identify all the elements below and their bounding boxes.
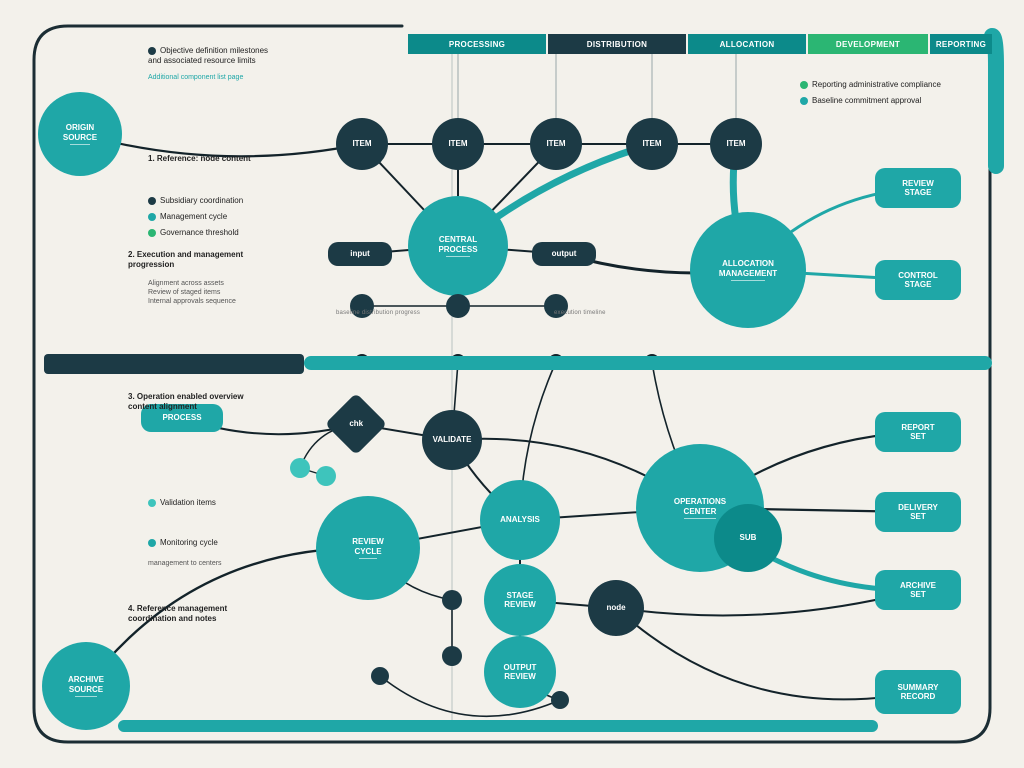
n-h4-label: ITEM [642,139,661,148]
n-right-a: REPORTSET [875,412,961,452]
n-right-d-label: SUMMARYRECORD [897,683,938,701]
lg-top-2: Additional component list page [148,74,243,83]
lg-side-title: 1. Reference: node content [148,154,251,164]
n-right-b: DELIVERYSET [875,492,961,532]
n-h2-label: ITEM [448,139,467,148]
n-center-r-label: output [552,249,577,258]
tab-2: DISTRIBUTION [548,34,686,54]
tab-3: ALLOCATION [688,34,806,54]
n-right-c: ARCHIVESET [875,570,961,610]
n-right-big: ALLOCATIONMANAGEMENT [690,212,806,328]
n-diamond: chk [325,393,387,455]
n-diamond-label: chk [349,419,363,428]
n-col-dot1 [442,590,462,610]
bar-bottom [118,720,878,732]
lg-dot-a: Validation items [148,498,216,508]
lg-right-2: Baseline commitment approval [800,96,921,106]
n-center-l-label: input [350,249,370,258]
n-right-b-label: DELIVERYSET [898,503,938,521]
n-wave-dotL [371,667,389,685]
edge [616,590,918,615]
n-right-mid: CONTROLSTAGE [875,260,961,300]
n-big-m: ANALYSIS [480,480,560,560]
n-big-l-label: REVIEWCYCLE [352,537,384,558]
n-origin-label: ORIGINSOURCE [63,123,97,144]
lg-top-1: Objective definition milestonesand assoc… [148,46,268,66]
n-mid-node-label: VALIDATE [433,435,472,444]
edge [616,608,918,699]
n-center-label: CENTRALPROCESS [438,235,477,256]
n-right-d: SUMMARYRECORD [875,670,961,714]
n-right-top-label: REVIEWSTAGE [902,179,934,197]
lg2: Management cycle [148,212,227,222]
n-h3-label: ITEM [546,139,565,148]
n-bot-left-label: ARCHIVESOURCE [68,675,104,696]
n-big-r-label: OPERATIONSCENTER [674,497,726,518]
lg-section-2: 2. Execution and managementprogression [128,250,243,270]
n-dark-b: node [588,580,644,636]
n-mid-node: VALIDATE [422,410,482,470]
n-right-mid-label: CONTROLSTAGE [898,271,938,289]
n-right-a-label: REPORTSET [901,423,934,441]
bar-mid-teal [304,356,992,370]
n-center-r: output [532,242,596,266]
lg-section-3: 3. Operation enabled overviewcontent ali… [128,392,244,412]
n-right-c-label: ARCHIVESET [900,581,936,599]
lg-section-4: 4. Reference managementcoordination and … [128,604,227,624]
n-big-r-ov: SUB [714,504,782,572]
n-dark-b-label: node [606,603,625,612]
edge [80,134,362,156]
n-proc-a-label: PROCESS [162,413,201,422]
diagram-stage: ORIGINSOURCE ITEM ITEM ITEM ITEM ITEM CENTRALP… [0,0,1024,768]
n-stack1-label: STAGEREVIEW [504,591,536,609]
n-h2: ITEM [432,118,484,170]
n-h1: ITEM [336,118,388,170]
n-stack2: OUTPUTREVIEW [484,636,556,708]
n-col-dot2 [442,646,462,666]
n-big-r-ov-label: SUB [740,533,757,542]
n-stack1: STAGEREVIEW [484,564,556,636]
n-h3: ITEM [530,118,582,170]
tab-1: PROCESSING [408,34,546,54]
n-center-l: input [328,242,392,266]
bar-mid-dark [44,354,304,374]
n-h1-label: ITEM [352,139,371,148]
n-small1 [290,458,310,478]
n-h4: ITEM [626,118,678,170]
lg1: Subsidiary coordination [148,196,243,206]
lg-section-2b: Alignment across assetsReview of staged … [148,280,236,306]
n-center: CENTRALPROCESS [408,196,508,296]
lg-dot-b: Monitoring cycle [148,538,218,548]
lg-dot-c: management to centers [148,560,222,569]
n-stack2-label: OUTPUTREVIEW [504,663,537,681]
n-right-top: REVIEWSTAGE [875,168,961,208]
n-wave-dotR [551,691,569,709]
n-origin: ORIGINSOURCE [38,92,122,176]
tab-4: DEVELOPMENT [808,34,928,54]
lg-mid-caption: baseline distribution progress [336,310,420,318]
n-h5-label: ITEM [726,139,745,148]
n-right-big-label: ALLOCATIONMANAGEMENT [719,259,777,280]
n-big-l: REVIEWCYCLE [316,496,420,600]
tab-5: REPORTING [930,34,992,54]
lg-right-1: Reporting administrative compliance [800,80,941,90]
n-small2 [316,466,336,486]
n-big-m-label: ANALYSIS [500,515,540,524]
lg3: Governance threshold [148,228,239,238]
n-h5: ITEM [710,118,762,170]
n-bot-left: ARCHIVESOURCE [42,642,130,730]
n-mid-dot2 [446,294,470,318]
lg-mid-caption2: execution timeline [554,310,606,318]
